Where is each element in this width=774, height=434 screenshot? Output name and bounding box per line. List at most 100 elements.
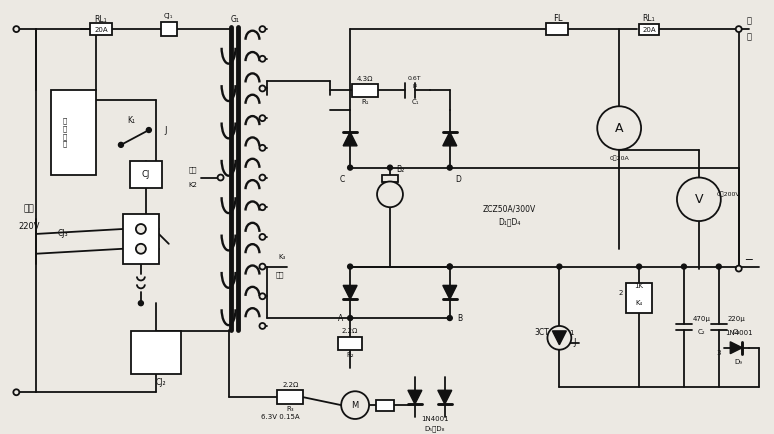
Text: G₁: G₁ [231,15,240,24]
Text: K2: K2 [188,182,197,188]
Text: A: A [337,313,343,322]
Polygon shape [730,342,742,354]
Bar [376,400,394,411]
Text: μ: μ [413,83,417,88]
Text: 1: 1 [569,330,574,336]
Text: 0.6T: 0.6T [408,76,422,81]
Text: CJ₁: CJ₁ [164,13,173,19]
Circle shape [259,234,265,240]
Text: 0～20A: 0～20A [609,155,629,161]
Circle shape [677,178,721,221]
Circle shape [636,264,642,269]
Circle shape [259,293,265,299]
Polygon shape [443,286,457,299]
Text: 出: 出 [746,33,752,42]
Circle shape [447,165,452,170]
Circle shape [259,204,265,210]
Text: K₄: K₄ [635,300,642,306]
Circle shape [13,26,19,32]
Text: 220V: 220V [19,221,40,230]
Bar [639,24,659,35]
Circle shape [348,316,353,321]
Bar [161,22,176,36]
Circle shape [136,224,146,234]
Text: C₂: C₂ [698,329,706,335]
Text: 20A: 20A [94,27,108,33]
Text: R₂: R₂ [346,352,354,358]
Bar [382,174,398,182]
Bar [130,161,162,188]
Bar [51,90,96,174]
Text: 2: 2 [619,290,623,296]
Text: 20A: 20A [642,27,656,33]
Polygon shape [443,132,457,146]
Circle shape [259,115,265,121]
Text: 4.3Ω: 4.3Ω [357,76,373,82]
Text: ZCZ50A/300V: ZCZ50A/300V [483,205,536,214]
Circle shape [736,266,741,272]
Circle shape [259,26,265,32]
Text: CJ₂: CJ₂ [156,378,166,387]
Text: C₁: C₁ [411,99,419,105]
Text: 2.2Ω: 2.2Ω [283,382,299,388]
Text: B₂: B₂ [396,165,404,174]
Text: 电
量
控
制: 电 量 控 制 [63,118,67,147]
Circle shape [259,263,265,270]
Text: J: J [165,125,167,135]
Circle shape [547,326,571,350]
Bar [546,23,568,35]
Bar [338,337,362,350]
Text: D₁～D₄: D₁～D₄ [498,217,521,227]
Text: B: B [457,313,462,322]
Bar [131,331,181,375]
Text: D₅～D₈: D₅～D₈ [425,426,445,432]
Polygon shape [553,331,567,345]
Text: M: M [351,401,358,410]
Polygon shape [438,390,452,404]
Circle shape [447,264,452,269]
Text: CJ₃: CJ₃ [58,230,68,238]
Text: 0～200V: 0～200V [717,191,741,197]
Circle shape [736,26,741,32]
Circle shape [598,106,641,150]
Text: K₃: K₃ [279,254,286,260]
Text: 2.2Ω: 2.2Ω [342,328,358,334]
Text: 220μ: 220μ [728,316,745,322]
Circle shape [136,244,146,254]
Text: 470μ: 470μ [693,316,711,322]
Text: V: V [694,193,703,206]
Text: 初调: 初调 [188,166,197,173]
Polygon shape [343,286,357,299]
Text: A: A [615,122,623,135]
Text: J: J [573,338,576,347]
Text: C: C [340,175,344,184]
Circle shape [681,264,687,269]
Circle shape [377,181,403,207]
Text: K₁: K₁ [127,115,135,125]
Text: 输入: 输入 [24,205,35,214]
Circle shape [348,165,353,170]
Circle shape [557,264,562,269]
Circle shape [716,264,721,269]
Polygon shape [408,390,422,404]
Circle shape [447,316,452,321]
Text: CJ: CJ [142,170,150,179]
Bar [352,83,378,97]
Text: RL₁: RL₁ [94,15,108,24]
Circle shape [447,264,452,269]
Bar [90,23,112,35]
Text: FL: FL [553,14,562,23]
Circle shape [13,389,19,395]
Polygon shape [343,132,357,146]
Text: 1N4001: 1N4001 [725,330,752,336]
Circle shape [388,165,392,170]
Circle shape [348,264,353,269]
Circle shape [259,145,265,151]
Circle shape [259,174,265,181]
Text: ─: ─ [745,253,752,264]
Circle shape [259,323,265,329]
Text: R₃: R₃ [286,406,294,412]
Text: D₉: D₉ [735,358,743,365]
Circle shape [341,391,369,419]
Text: 1N4001: 1N4001 [421,416,449,422]
